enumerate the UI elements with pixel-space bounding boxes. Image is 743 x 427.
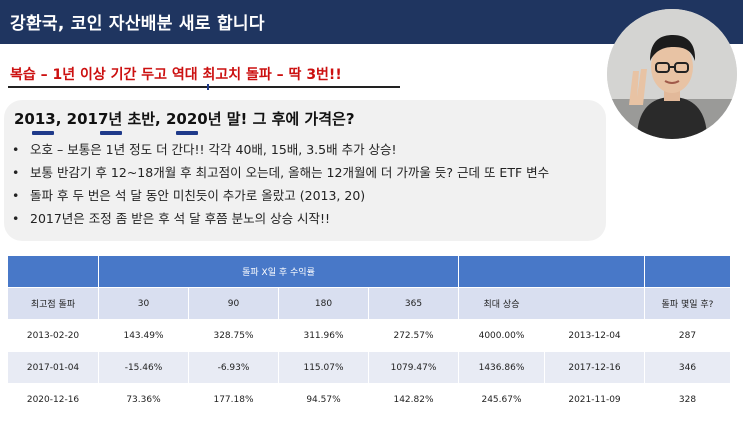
table-header-cell [458, 256, 544, 287]
column-header: 365 [368, 287, 458, 319]
column-header [544, 287, 644, 319]
subtitle-tick-mark [207, 84, 209, 90]
bullet-marker: • [12, 211, 20, 226]
bullet-marker: • [12, 188, 20, 203]
table-cell: 177.18% [188, 383, 278, 415]
table-cell: 2013-02-20 [8, 319, 98, 351]
presenter-webcam [607, 9, 737, 139]
column-header: 돌파 몇일 후? [644, 287, 730, 319]
table-cell: 4000.00% [458, 319, 544, 351]
returns-table: 돌파 X일 후 수익률 최고점 돌파 30 90 180 365 최대 상승 돌… [8, 256, 730, 415]
bullet-text: 오호 – 보통은 1년 정도 더 간다!! 각각 40배, 15배, 3.5배 … [30, 142, 397, 157]
table-header-cell [544, 256, 644, 287]
table-cell: 2017-01-04 [8, 351, 98, 383]
bullet-text: 돌파 후 두 번은 석 달 동안 미친듯이 추가로 올랐고 (2013, 20) [30, 188, 366, 203]
table-cell: 2017-12-16 [544, 351, 644, 383]
table-cell: 272.57% [368, 319, 458, 351]
content-box [4, 100, 606, 241]
slide-subtitle: 복습 – 1년 이상 기간 두고 역대 최고치 돌파 – 딱 3번!! [10, 67, 342, 83]
table-group-header: 돌파 X일 후 수익률 [98, 256, 458, 287]
table-cell: 346 [644, 351, 730, 383]
column-header: 90 [188, 287, 278, 319]
table-cell: 142.82% [368, 383, 458, 415]
presenter-video-icon [607, 9, 737, 139]
subtitle-underline [8, 86, 400, 88]
bullet-item: • 돌파 후 두 번은 석 달 동안 미친듯이 추가로 올랐고 (2013, 20… [8, 184, 549, 207]
table-cell: 1079.47% [368, 351, 458, 383]
table-row: 2013-02-20 143.49% 328.75% 311.96% 272.5… [8, 319, 730, 351]
highlight-mark [32, 131, 54, 135]
table-cell: -6.93% [188, 351, 278, 383]
table-row: 2020-12-16 73.36% 177.18% 94.57% 142.82%… [8, 383, 730, 415]
table-cell: 115.07% [278, 351, 368, 383]
column-header: 최고점 돌파 [8, 287, 98, 319]
bullet-item: • 보통 반감기 후 12~18개월 후 최고점이 오는데, 올해는 12개월에 … [8, 161, 549, 184]
table-cell: 143.49% [98, 319, 188, 351]
header-bar: 강환국, 코인 자산배분 새로 합니다 [0, 0, 743, 44]
table-cell: 2021-11-09 [544, 383, 644, 415]
table-cell: 245.67% [458, 383, 544, 415]
table-cell: 73.36% [98, 383, 188, 415]
table-column-header-row: 최고점 돌파 30 90 180 365 최대 상승 돌파 몇일 후? [8, 287, 730, 319]
table-cell: 1436.86% [458, 351, 544, 383]
bullet-item: • 2017년은 조정 좀 받은 후 석 달 후쯤 분노의 상승 시작!! [8, 207, 549, 230]
bullet-item: • 오호 – 보통은 1년 정도 더 간다!! 각각 40배, 15배, 3.5배… [8, 138, 549, 161]
table-cell: 328 [644, 383, 730, 415]
slide-question: 2013, 2017년 초반, 2020년 말! 그 후에 가격은? [14, 110, 355, 128]
table-header-row: 돌파 X일 후 수익률 [8, 256, 730, 287]
table-header-cell [644, 256, 730, 287]
column-header: 최대 상승 [458, 287, 544, 319]
table-cell: 2020-12-16 [8, 383, 98, 415]
table-cell: 311.96% [278, 319, 368, 351]
highlight-mark [176, 131, 198, 135]
table-cell: 94.57% [278, 383, 368, 415]
bullet-marker: • [12, 165, 20, 180]
highlight-mark [100, 131, 122, 135]
table-row: 2017-01-04 -15.46% -6.93% 115.07% 1079.4… [8, 351, 730, 383]
table-cell: 2013-12-04 [544, 319, 644, 351]
column-header: 180 [278, 287, 368, 319]
page-title: 강환국, 코인 자산배분 새로 합니다 [10, 14, 265, 34]
table-cell: 287 [644, 319, 730, 351]
bullet-marker: • [12, 142, 20, 157]
bullet-text: 보통 반감기 후 12~18개월 후 최고점이 오는데, 올해는 12개월에 더… [30, 165, 550, 180]
bullet-text: 2017년은 조정 좀 받은 후 석 달 후쯤 분노의 상승 시작!! [30, 211, 331, 226]
table-cell: 328.75% [188, 319, 278, 351]
bullet-list: • 오호 – 보통은 1년 정도 더 간다!! 각각 40배, 15배, 3.5배… [8, 138, 549, 230]
column-header: 30 [98, 287, 188, 319]
table-cell: -15.46% [98, 351, 188, 383]
table-header-cell [8, 256, 98, 287]
